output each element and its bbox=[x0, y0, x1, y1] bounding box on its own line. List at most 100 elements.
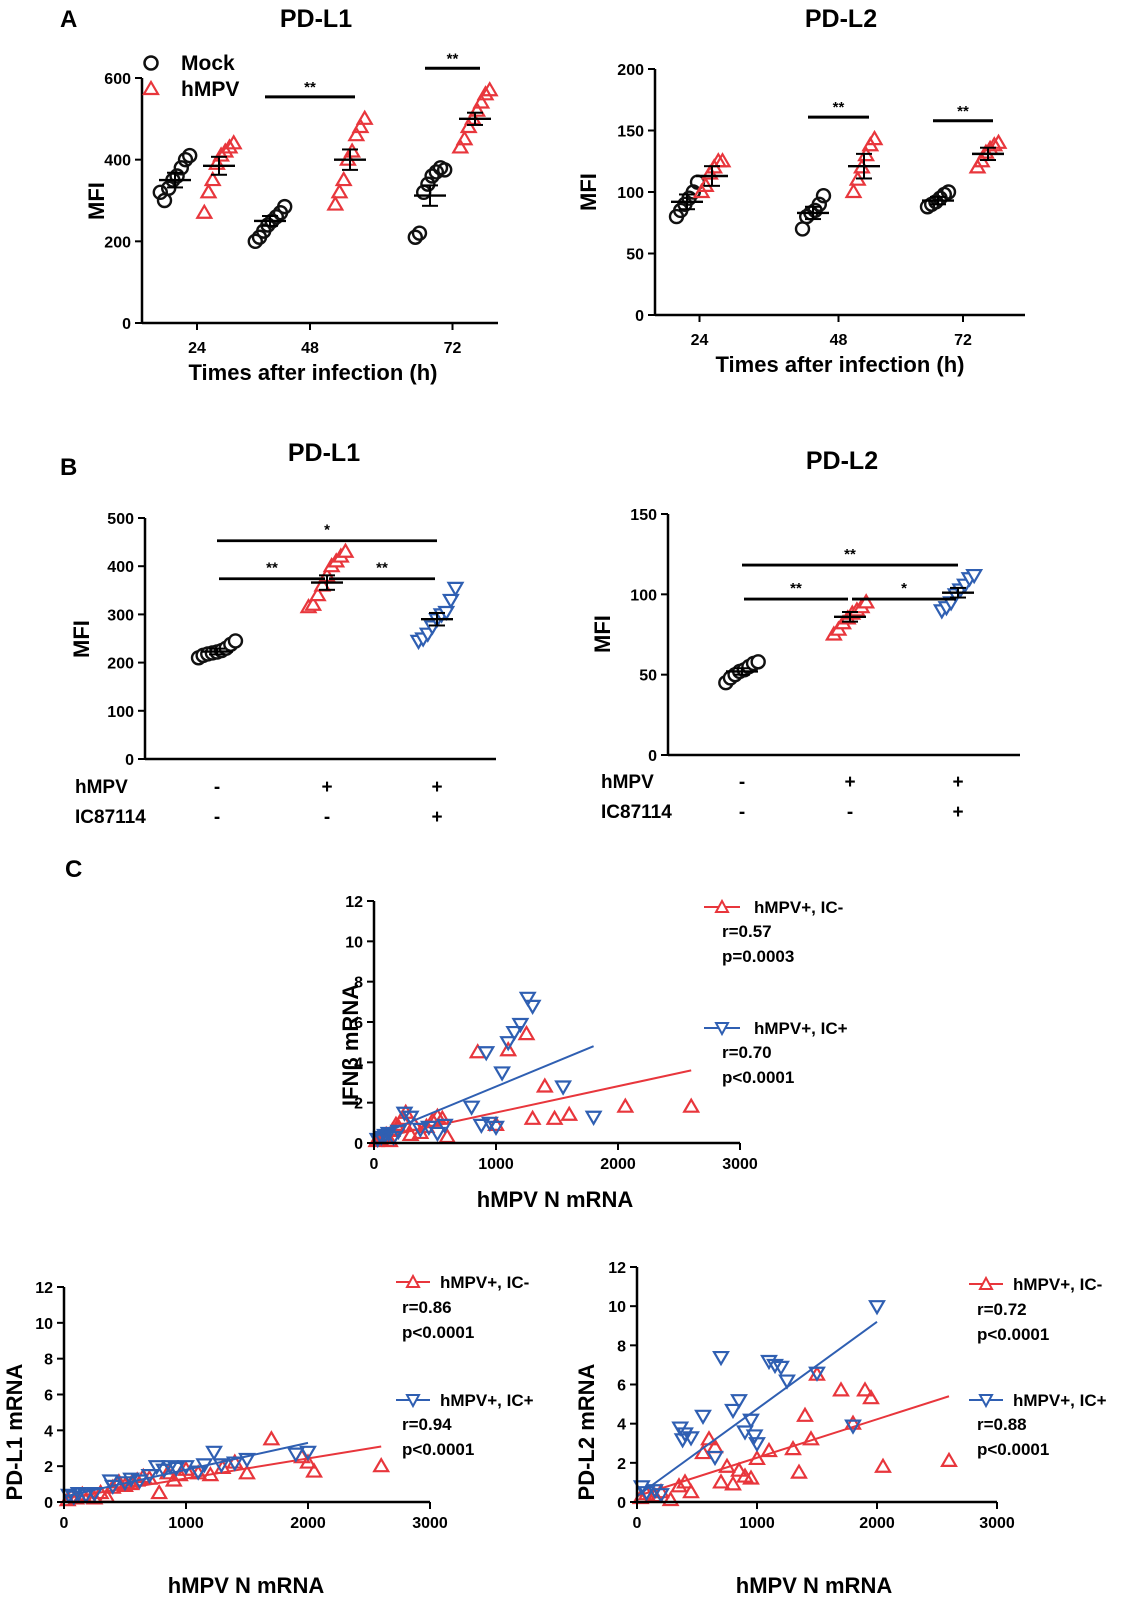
data-point bbox=[328, 198, 342, 210]
data-point bbox=[358, 112, 372, 124]
condition-value: + bbox=[431, 807, 442, 828]
x-tick-label: 2000 bbox=[600, 1156, 636, 1173]
chart-title: PD-L2 bbox=[805, 5, 877, 33]
y-tick-label: 400 bbox=[104, 153, 131, 170]
chart-title: PD-L1 bbox=[280, 5, 352, 33]
chart-c-pd-l2-mrna: 0246810120 1000 2000 3000 hMPV N mRNA PD-L2… bbox=[574, 1260, 1107, 1598]
y-tick-label: 500 bbox=[107, 511, 134, 528]
data-point bbox=[495, 1067, 509, 1079]
y-tick-label: 8 bbox=[617, 1338, 626, 1355]
data-point bbox=[876, 1460, 890, 1472]
significance-label: ** bbox=[266, 560, 278, 577]
condition-value: - bbox=[324, 807, 330, 828]
legend: hMPV+, IC- r=0.57 p=0.0003 hMPV+, IC+ r=… bbox=[704, 898, 848, 1087]
regression-line bbox=[637, 1322, 877, 1496]
data-point bbox=[538, 1080, 552, 1092]
significance-label: ** bbox=[957, 103, 969, 120]
data-point bbox=[333, 185, 347, 197]
chart-axes: 0 100 200 300 400 500 bbox=[107, 511, 496, 769]
y-tick-label: 200 bbox=[617, 62, 644, 79]
y-tick-label: 100 bbox=[107, 704, 134, 721]
data-point bbox=[462, 120, 476, 132]
legend: hMPV+, IC- r=0.86 p<0.0001 hMPV+, IC+ r=… bbox=[396, 1273, 534, 1459]
data-point bbox=[458, 132, 472, 144]
data-point bbox=[726, 1477, 740, 1489]
y-tick-label: 0 bbox=[354, 1136, 363, 1153]
legend-label: hMPV+, IC+ bbox=[440, 1391, 534, 1410]
y-tick-label: 50 bbox=[639, 668, 657, 685]
significance-label: ** bbox=[447, 50, 459, 67]
x-axis-title: hMPV N mRNA bbox=[477, 1187, 634, 1212]
condition-table: hMPV IC87114 - + + - - + bbox=[601, 772, 964, 823]
y-tick-label: 10 bbox=[35, 1316, 53, 1333]
chart-marks bbox=[634, 1301, 956, 1505]
panel-label-c: C bbox=[65, 856, 82, 883]
condition-value: - bbox=[847, 802, 853, 823]
chart-title: PD-L2 bbox=[806, 447, 878, 475]
y-tick-label: 12 bbox=[35, 1280, 53, 1297]
y-tick-label: 4 bbox=[617, 1417, 626, 1434]
legend-marker-mock bbox=[145, 57, 158, 70]
y-axis-title: MFI bbox=[69, 620, 94, 658]
stat-r: r=0.88 bbox=[977, 1415, 1027, 1434]
data-point bbox=[152, 1486, 166, 1498]
chart-a-pd-l2: PD-L2 ** ** 05010015020024 48 72 Times afte… bbox=[576, 5, 1025, 377]
data-point bbox=[526, 1112, 540, 1124]
data-point bbox=[474, 96, 488, 108]
data-point bbox=[684, 1100, 698, 1112]
data-point bbox=[752, 655, 765, 668]
data-point bbox=[207, 1447, 221, 1459]
x-tick-label: 3000 bbox=[412, 1515, 448, 1532]
stat-r: r=0.72 bbox=[977, 1300, 1027, 1319]
data-point bbox=[847, 185, 861, 197]
chart-marks: ** ** bbox=[670, 99, 1006, 235]
y-tick-label: 100 bbox=[617, 185, 644, 202]
y-tick-label: 12 bbox=[608, 1260, 626, 1277]
x-tick-label: 0 bbox=[60, 1515, 69, 1532]
legend-label-mock: Mock bbox=[181, 52, 235, 75]
data-point bbox=[562, 1108, 576, 1120]
data-point bbox=[438, 163, 451, 176]
significance-label: * bbox=[901, 580, 907, 597]
data-point bbox=[556, 1082, 570, 1094]
y-tick-label: 0 bbox=[648, 748, 657, 765]
legend-label: hMPV+, IC- bbox=[1013, 1275, 1102, 1294]
stat-p: p<0.0001 bbox=[977, 1440, 1049, 1459]
significance-label: ** bbox=[833, 99, 845, 116]
figure-canvas: A B C PD-L1 **** 020040060024 48 72 Times … bbox=[0, 0, 1147, 1602]
x-tick-label: 48 bbox=[830, 332, 848, 349]
condition-value: - bbox=[214, 807, 220, 828]
x-tick-label: 1000 bbox=[168, 1515, 204, 1532]
y-tick-label: 0 bbox=[125, 752, 134, 769]
chart-marks bbox=[369, 993, 698, 1146]
panel-label-b: B bbox=[60, 454, 77, 481]
data-point bbox=[548, 1112, 562, 1124]
stat-r: r=0.86 bbox=[402, 1298, 452, 1317]
data-point bbox=[444, 595, 458, 607]
data-point bbox=[448, 583, 462, 595]
significance-label: ** bbox=[376, 560, 388, 577]
data-point bbox=[349, 128, 363, 140]
regression-line bbox=[64, 1443, 308, 1497]
condition-value: + bbox=[321, 777, 332, 798]
condition-value: + bbox=[431, 777, 442, 798]
y-axis-title: MFI bbox=[576, 173, 601, 211]
y-tick-label: 150 bbox=[630, 507, 657, 524]
x-axis-title: hMPV N mRNA bbox=[168, 1573, 325, 1598]
y-tick-label: 300 bbox=[107, 607, 134, 624]
condition-value: + bbox=[952, 802, 963, 823]
legend-label-hmpv: hMPV bbox=[181, 78, 239, 101]
y-tick-label: 6 bbox=[44, 1388, 53, 1405]
chart-axes: 0246810120 1000 2000 3000 bbox=[608, 1260, 1015, 1532]
y-tick-label: 100 bbox=[630, 587, 657, 604]
stat-p: p<0.0001 bbox=[722, 1068, 794, 1087]
y-axis-title: MFI bbox=[590, 615, 615, 653]
data-point bbox=[337, 173, 351, 185]
legend-label: hMPV+, IC+ bbox=[1013, 1391, 1107, 1410]
significance-label: ** bbox=[844, 546, 856, 563]
data-point bbox=[453, 140, 467, 152]
y-tick-label: 0 bbox=[635, 308, 644, 325]
y-tick-label: 2 bbox=[617, 1456, 626, 1473]
condition-value: + bbox=[952, 772, 963, 793]
stat-p: p<0.0001 bbox=[977, 1325, 1049, 1344]
